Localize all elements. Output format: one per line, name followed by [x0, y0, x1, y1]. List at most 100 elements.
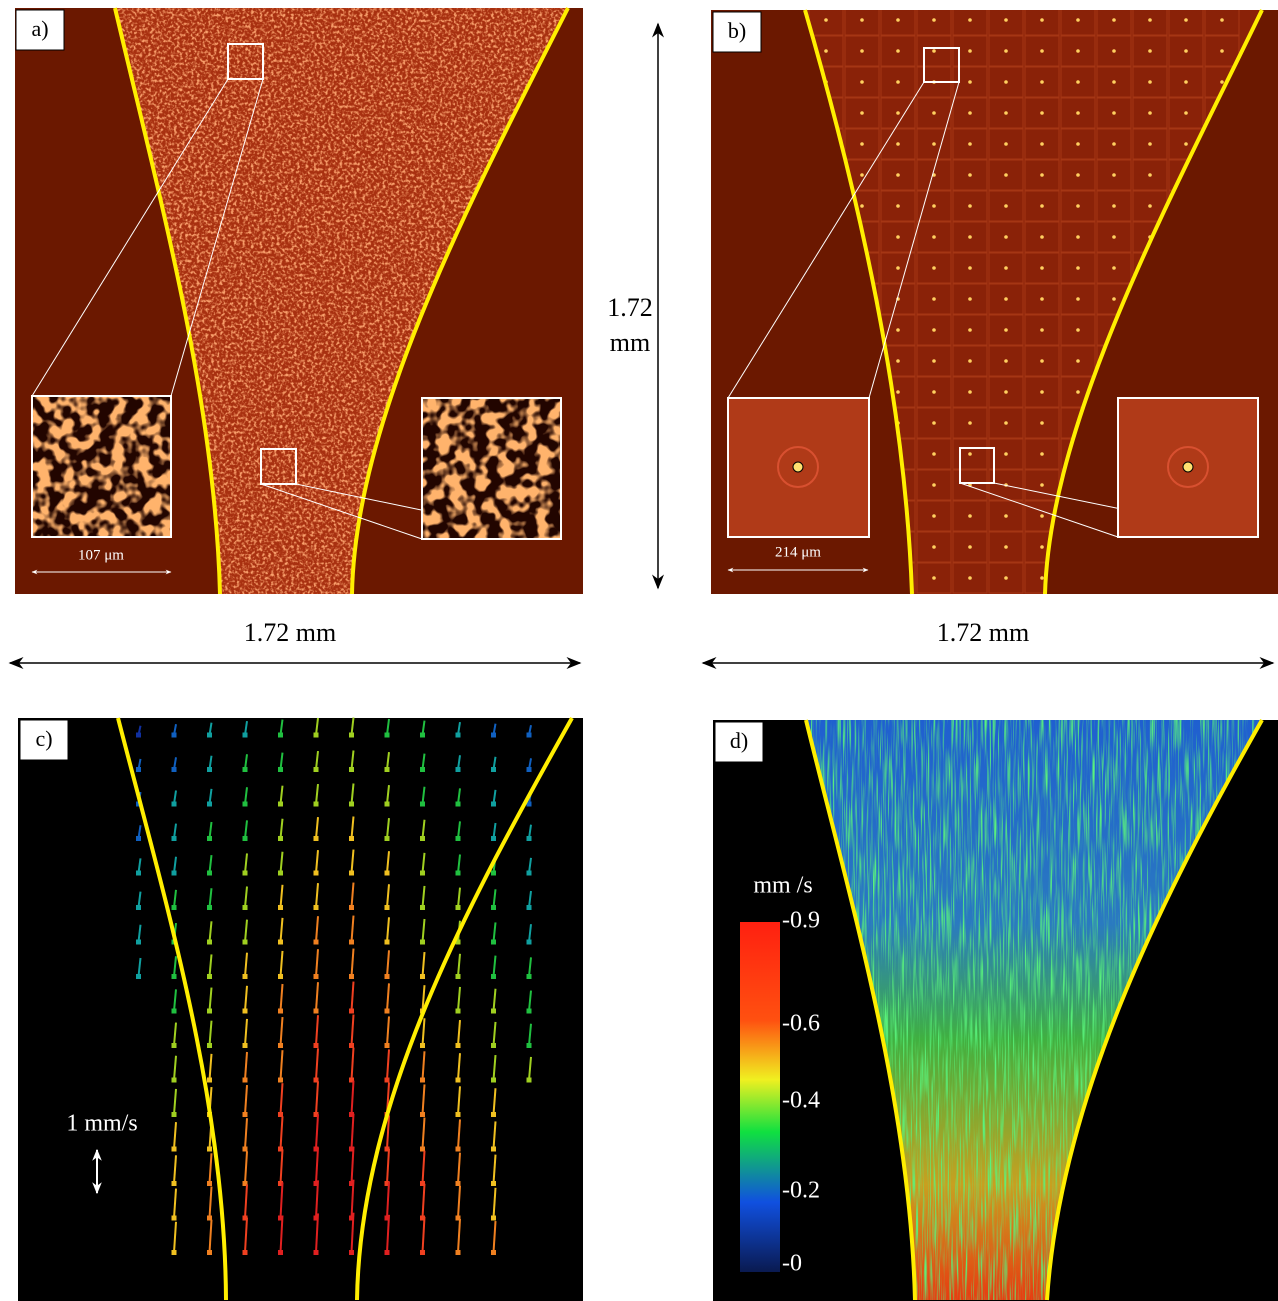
- vector-base: [420, 836, 425, 841]
- grid-spot: [860, 49, 864, 53]
- vector-base: [207, 974, 212, 979]
- vector-base: [349, 871, 354, 876]
- vector-base: [491, 802, 496, 807]
- grid-spot: [932, 514, 936, 518]
- dimension-label: mm: [610, 328, 650, 357]
- grid-spot: [968, 452, 972, 456]
- grid-spot: [896, 111, 900, 115]
- grid-spot: [968, 173, 972, 177]
- vector-base: [243, 1009, 248, 1014]
- grid-spot: [1220, 80, 1224, 84]
- vector-base: [278, 802, 283, 807]
- grid-spot: [1040, 80, 1044, 84]
- grid-spot: [1112, 173, 1116, 177]
- grid-spot: [860, 111, 864, 115]
- grid-spot: [896, 204, 900, 208]
- vector-base: [456, 1147, 461, 1152]
- vector-base: [491, 1250, 496, 1255]
- vector-base: [243, 871, 248, 876]
- grid-spot: [1112, 204, 1116, 208]
- grid-spot: [932, 235, 936, 239]
- vector-base: [491, 1112, 496, 1117]
- vector-base: [314, 974, 319, 979]
- vector-base: [527, 974, 532, 979]
- grid-spot: [860, 80, 864, 84]
- panel-a: 107 μm a): [15, 8, 583, 594]
- vector-base: [527, 767, 532, 772]
- vector-base: [349, 802, 354, 807]
- vector-base: [314, 1009, 319, 1014]
- vector-base: [314, 871, 319, 876]
- grid-spot: [1040, 545, 1044, 549]
- vector-base: [527, 905, 532, 910]
- panel-d: mm /s -0.9-0.6-0.4-0.2-0 d): [713, 720, 1278, 1301]
- grid-spot: [1040, 266, 1044, 270]
- vector-base: [385, 1009, 390, 1014]
- vector-base: [456, 871, 461, 876]
- grid-spot: [932, 576, 936, 580]
- scale-label: 107 μm: [78, 547, 124, 563]
- vector-base: [278, 871, 283, 876]
- vector-base: [136, 974, 141, 979]
- panel-b: 214 μm b): [711, 5, 1278, 594]
- vector-base: [278, 1112, 283, 1117]
- vector-base: [172, 1112, 177, 1117]
- grid-spot: [1004, 421, 1008, 425]
- grid-spot: [932, 483, 936, 487]
- vector-base: [491, 1216, 496, 1221]
- vector-base: [385, 871, 390, 876]
- grid-spot: [968, 576, 972, 580]
- vector-base: [278, 836, 283, 841]
- grid-spot: [1040, 359, 1044, 363]
- grid-spot: [1076, 328, 1080, 332]
- grid-spot: [1004, 545, 1008, 549]
- colorbar-tick-label: -0.4: [782, 1088, 820, 1114]
- vector-base: [172, 1043, 177, 1048]
- vector-base: [207, 1009, 212, 1014]
- grid-spot: [896, 80, 900, 84]
- grid-spot: [1148, 49, 1152, 53]
- vector-base: [385, 905, 390, 910]
- grid-spot: [896, 142, 900, 146]
- vector-base: [172, 974, 177, 979]
- grid-spot: [932, 111, 936, 115]
- grid-spot: [1076, 204, 1080, 208]
- grid-spot: [1076, 49, 1080, 53]
- vector-base: [207, 871, 212, 876]
- grid-spot: [896, 266, 900, 270]
- grid-spot: [1004, 297, 1008, 301]
- grid-spot: [1040, 111, 1044, 115]
- vector-base: [349, 1043, 354, 1048]
- vector-base: [278, 905, 283, 910]
- vector-base: [385, 767, 390, 772]
- vector-base: [527, 1009, 532, 1014]
- grid-spot: [1112, 266, 1116, 270]
- vector-base: [278, 767, 283, 772]
- grid-spot: [968, 142, 972, 146]
- vector-base: [420, 1078, 425, 1083]
- vector-base: [385, 1250, 390, 1255]
- panel-label: b): [728, 18, 746, 43]
- vector-scale-label: 1 mm/s: [66, 1111, 137, 1137]
- vector-base: [491, 905, 496, 910]
- vector-base: [456, 802, 461, 807]
- grid-spot: [1184, 49, 1188, 53]
- grid-spot: [932, 452, 936, 456]
- colorbar: [740, 922, 780, 1272]
- vector-base: [420, 767, 425, 772]
- vector-base: [172, 1078, 177, 1083]
- vector-base: [136, 767, 141, 772]
- grid-spot: [1148, 204, 1152, 208]
- grid-spot: [1148, 18, 1152, 22]
- vector-base: [491, 1181, 496, 1186]
- colorbar-tick-label: -0: [782, 1251, 802, 1277]
- grid-spot: [1040, 297, 1044, 301]
- grid-spot: [1040, 483, 1044, 487]
- grid-spot: [896, 328, 900, 332]
- vector-base: [243, 940, 248, 945]
- vector-base: [243, 836, 248, 841]
- vector-base: [491, 1147, 496, 1152]
- vector-base: [456, 1009, 461, 1014]
- vector-base: [314, 767, 319, 772]
- colorbar-tick-label: -0.6: [782, 1011, 820, 1037]
